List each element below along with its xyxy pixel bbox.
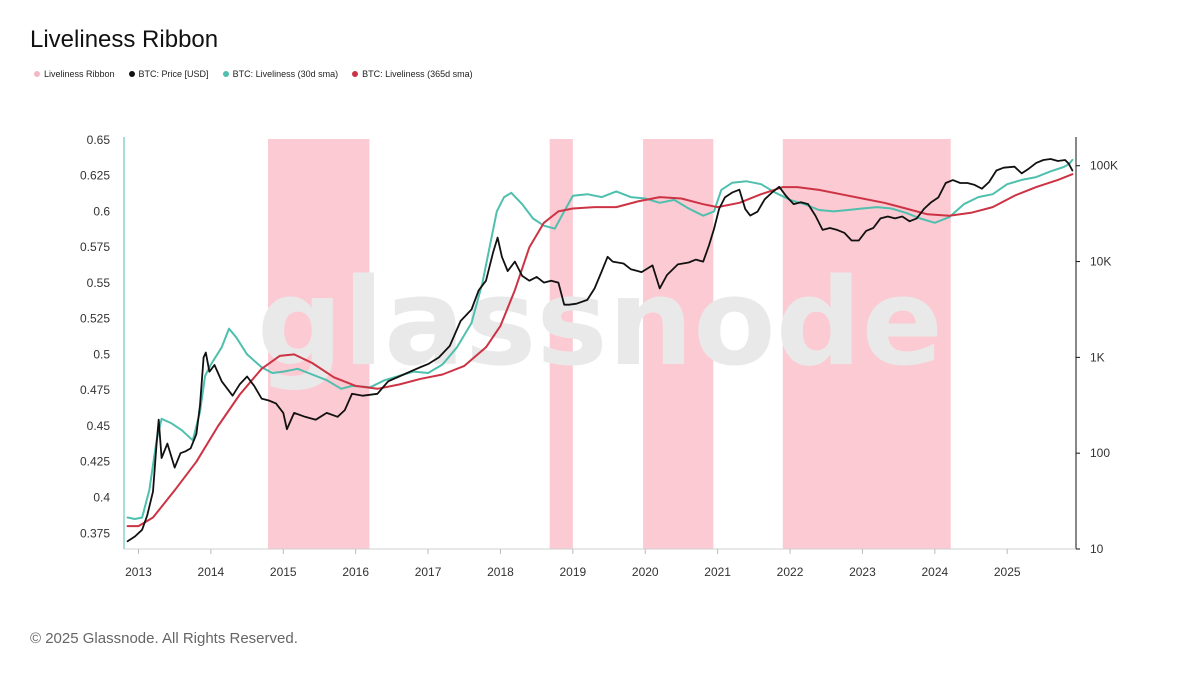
series-line-btc-price-usd[interactable] [126,158,1074,543]
y-left-tick-label: 0.525 [80,312,110,326]
y-left-tick-label: 0.6 [93,204,110,218]
series-line-btc-liveliness-365d-sma[interactable] [126,173,1074,528]
copyright-footer: © 2025 Glassnode. All Rights Reserved. [30,630,298,647]
legend-label: BTC: Price [USD] [138,69,209,79]
legend-label: BTC: Liveliness (365d sma) [362,69,473,79]
y-left-tick-label: 0.575 [80,240,110,254]
x-tick-label: 2013 [125,565,152,579]
y-left-tick-label: 0.475 [80,383,110,397]
x-tick-label: 2018 [487,565,514,579]
series-line-btc-liveliness-30d-sma[interactable] [126,158,1074,520]
x-tick-label: 2024 [921,565,948,579]
ribbon-band-2 [643,139,714,549]
x-axis-ticks: 2013 2014 2015 2016 2017 2018 2019 2020 2021 2022… [125,549,1021,579]
y-left-tick-label: 0.55 [87,276,111,290]
legend-item-liveliness-ribbon[interactable]: Liveliness Ribbon [34,69,115,79]
legend-item-btc-price[interactable]: BTC: Price [USD] [128,69,209,79]
x-tick-label: 2022 [777,565,804,579]
y-left-tick-label: 0.4 [93,491,110,505]
y-left-tick-label: 0.45 [87,419,111,433]
x-tick-label: 2023 [849,565,876,579]
legend-item-liveliness-30d[interactable]: BTC: Liveliness (30d sma) [222,69,339,79]
legend: Liveliness Ribbon BTC: Price [USD] BTC: … [34,69,473,79]
legend-dot-icon [352,71,359,77]
legend-dot-icon [128,71,135,77]
y-right-tick-label: 100 [1090,446,1110,460]
x-tick-label: 2014 [198,565,225,579]
series-layer [126,158,1074,543]
x-tick-label: 2019 [560,565,587,579]
legend-dot-icon [34,71,40,77]
x-tick-label: 2017 [415,565,442,579]
y-right-tick-label: 10K [1090,255,1111,269]
y-left-tick-label: 0.625 [80,169,110,183]
x-tick-label: 2015 [270,565,297,579]
x-tick-label: 2021 [704,565,731,579]
ribbon-band-1 [549,139,573,549]
y-left-tick-label: 0.65 [87,133,111,147]
legend-label: BTC: Liveliness (30d sma) [232,69,339,79]
y-left-tick-label: 0.375 [80,526,110,540]
chart-title: Liveliness Ribbon [30,26,219,53]
x-tick-label: 2020 [632,565,659,579]
y-right-axis-ticks: 100K 10K 1K 100 10 [1076,159,1118,556]
y-right-tick-label: 1K [1090,350,1105,364]
legend-label: Liveliness Ribbon [44,69,115,79]
y-left-tick-label: 0.5 [93,347,110,361]
legend-dot-icon [222,71,229,77]
x-tick-label: 2016 [342,565,369,579]
y-left-axis-ticks: 0.65 0.625 0.6 0.575 0.55 0.525 0.5 0.475 0.45 0.… [80,133,110,540]
y-right-tick-label: 100K [1090,159,1118,173]
legend-item-liveliness-365d[interactable]: BTC: Liveliness (365d sma) [352,69,473,79]
y-right-tick-label: 10 [1090,542,1104,556]
ribbon-band-0 [268,139,370,549]
x-tick-label: 2025 [994,565,1021,579]
y-left-tick-label: 0.425 [80,455,110,469]
